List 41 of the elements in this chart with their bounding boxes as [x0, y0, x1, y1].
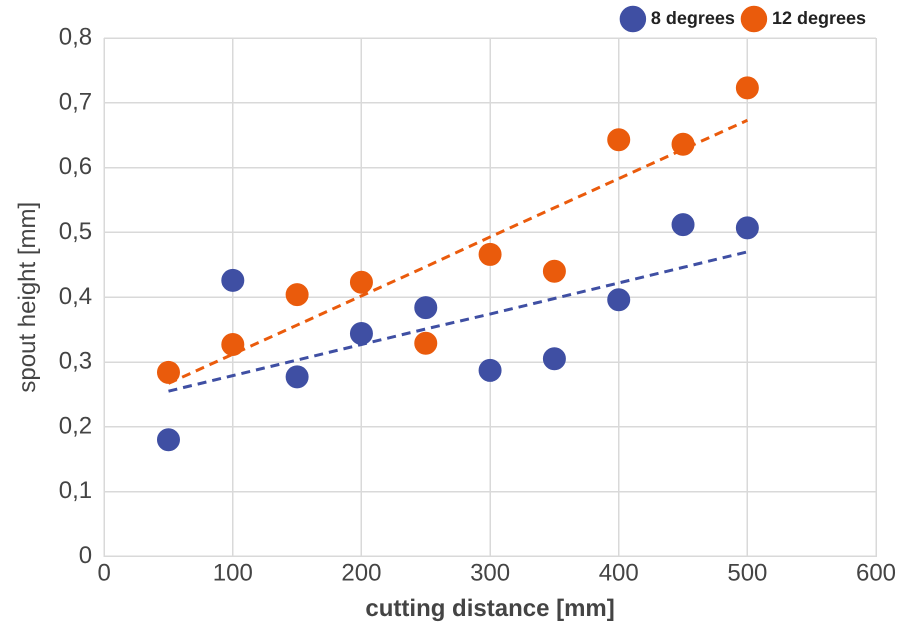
point — [156, 428, 180, 452]
x-tick-label: 500 — [727, 559, 768, 586]
y-tick-label: 0 — [78, 542, 92, 570]
point — [414, 332, 438, 355]
point — [607, 128, 630, 152]
y-tick-label: 0,6 — [58, 153, 92, 180]
line-series — [166, 250, 749, 393]
point — [542, 260, 566, 283]
y-tick-label: 0,5 — [58, 218, 92, 246]
y-tick-label: 0,3 — [58, 348, 92, 375]
point — [672, 213, 695, 236]
x-tick-label: 600 — [856, 559, 896, 586]
point — [672, 132, 695, 156]
x-tick-label: 100 — [212, 559, 253, 586]
point — [156, 360, 180, 384]
point — [350, 322, 373, 345]
y-tick-label: 0,2 — [58, 412, 92, 440]
y-tick-label: 0,1 — [58, 477, 92, 504]
point — [542, 347, 566, 370]
x-tick-label: 200 — [341, 559, 382, 586]
legend-label: 12 degrees — [772, 8, 866, 28]
point — [478, 358, 502, 382]
point — [736, 76, 759, 100]
x-axis-title: cutting distance [mm] — [365, 595, 615, 622]
x-tick-label: 400 — [598, 559, 639, 586]
x-tick-label: 300 — [470, 559, 510, 586]
y-axis-title: spout height [mm] — [14, 202, 42, 393]
point — [286, 365, 309, 388]
point — [478, 242, 502, 266]
point — [221, 333, 244, 356]
y-tick-label: 0,7 — [58, 88, 92, 116]
y-tick-label: 0,8 — [58, 24, 92, 51]
x-tick-label: 0 — [97, 559, 111, 586]
legend-label: 8 degrees — [650, 8, 735, 28]
point — [221, 268, 244, 292]
point — [607, 288, 630, 312]
point — [286, 283, 309, 306]
point — [414, 296, 438, 320]
point — [736, 216, 759, 240]
y-tick-label: 0,4 — [58, 282, 92, 310]
point — [350, 270, 373, 294]
